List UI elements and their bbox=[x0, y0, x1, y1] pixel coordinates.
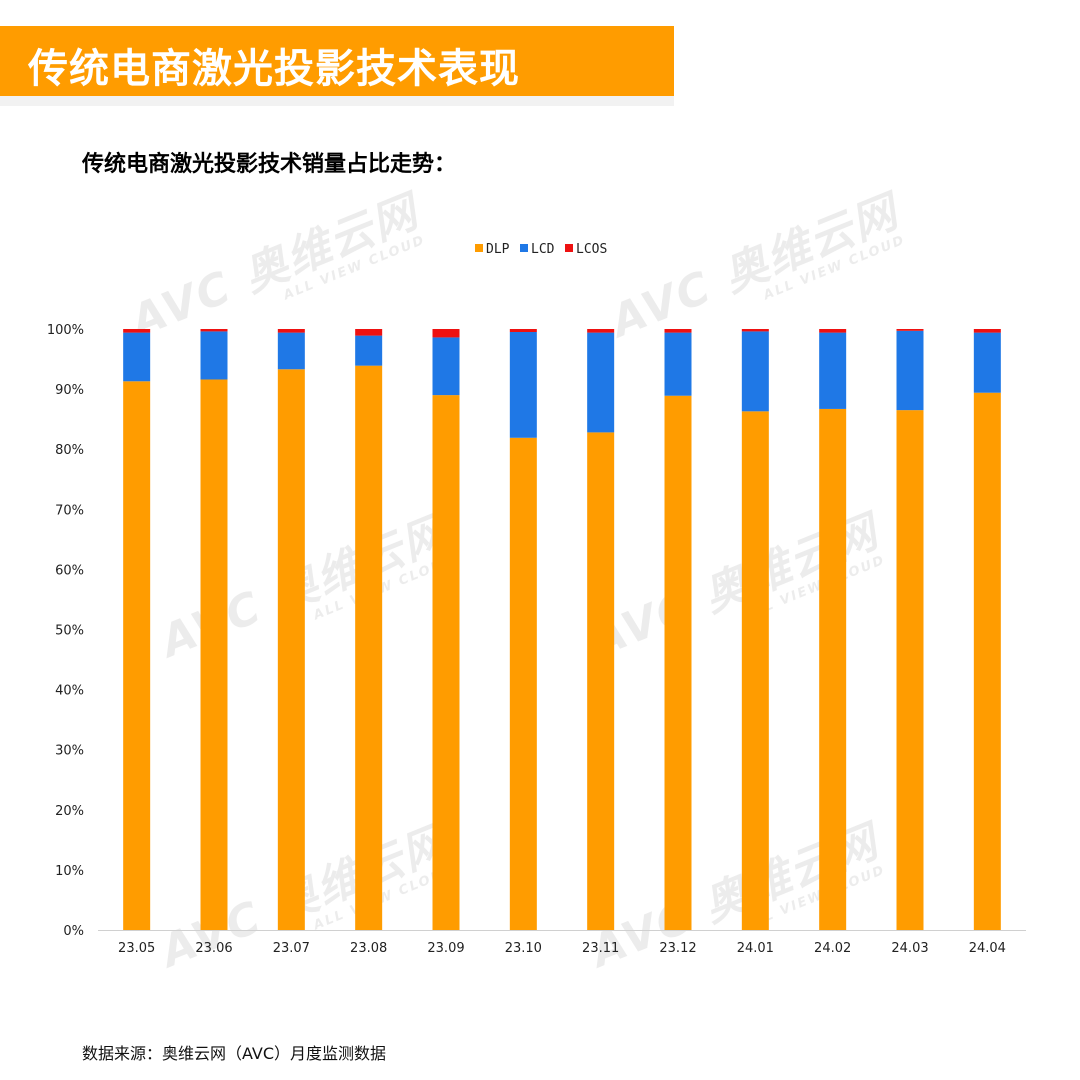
bar-dlp-23.06 bbox=[200, 379, 228, 931]
bar-lcos-23.10 bbox=[509, 329, 537, 332]
x-tick-label: 23.08 bbox=[350, 941, 387, 956]
bar-dlp-23.08 bbox=[355, 365, 383, 930]
bar-lcos-23.08 bbox=[355, 329, 383, 336]
bar-lcd-23.09 bbox=[432, 337, 460, 396]
bar-dlp-24.02 bbox=[819, 408, 847, 930]
bar-dlp-23.11 bbox=[587, 432, 615, 930]
legend-swatch-lcos bbox=[565, 244, 573, 252]
y-tick-label: 40% bbox=[55, 684, 84, 699]
bar-lcos-23.09 bbox=[432, 329, 460, 338]
bar-lcos-23.05 bbox=[123, 329, 151, 333]
bar-lcos-23.07 bbox=[277, 329, 305, 333]
bar-lcos-24.03 bbox=[896, 329, 924, 331]
x-tick-label: 23.05 bbox=[118, 941, 155, 956]
y-tick-label: 0% bbox=[63, 924, 84, 939]
x-tick-label: 23.06 bbox=[195, 941, 232, 956]
bar-lcd-24.03 bbox=[896, 330, 924, 411]
legend-swatch-lcd bbox=[520, 244, 528, 252]
x-tick-label: 23.07 bbox=[273, 941, 310, 956]
y-tick-label: 60% bbox=[55, 563, 84, 578]
bar-lcd-23.05 bbox=[123, 332, 151, 382]
x-tick-label: 23.09 bbox=[427, 941, 464, 956]
bar-lcd-24.01 bbox=[741, 331, 769, 412]
bar-lcd-23.12 bbox=[664, 332, 692, 396]
x-tick-label: 24.01 bbox=[737, 941, 774, 956]
bar-dlp-24.01 bbox=[741, 411, 769, 931]
legend-label-lcd: LCD bbox=[531, 242, 555, 257]
x-tick-label: 24.03 bbox=[891, 941, 928, 956]
y-tick-label: 90% bbox=[55, 383, 84, 398]
x-tick-label: 24.02 bbox=[814, 941, 851, 956]
bar-dlp-23.09 bbox=[432, 395, 460, 930]
data-source-note: 数据来源：奥维云网（AVC）月度监测数据 bbox=[82, 1044, 387, 1063]
bar-lcd-24.02 bbox=[819, 332, 847, 409]
bar-lcos-24.01 bbox=[741, 329, 769, 332]
title-banner-shadow bbox=[0, 96, 674, 106]
bar-lcd-23.08 bbox=[355, 335, 383, 366]
bar-lcd-23.11 bbox=[587, 332, 615, 433]
bar-dlp-24.04 bbox=[973, 392, 1001, 931]
bar-lcos-24.02 bbox=[819, 329, 847, 333]
y-tick-label: 30% bbox=[55, 744, 84, 759]
bar-dlp-23.12 bbox=[664, 395, 692, 931]
x-tick-label: 23.11 bbox=[582, 941, 619, 956]
bar-lcd-23.10 bbox=[509, 332, 537, 438]
x-tick-label: 23.12 bbox=[659, 941, 696, 956]
bar-dlp-23.05 bbox=[123, 381, 151, 930]
y-tick-label: 70% bbox=[55, 503, 84, 518]
x-tick-label: 24.04 bbox=[969, 941, 1006, 956]
legend-label-dlp: DLP bbox=[486, 242, 510, 257]
bar-lcos-23.11 bbox=[587, 329, 615, 333]
legend-label-lcos: LCOS bbox=[576, 242, 607, 257]
bar-dlp-23.10 bbox=[509, 437, 537, 930]
y-tick-label: 50% bbox=[55, 624, 84, 639]
x-tick-label: 23.10 bbox=[505, 941, 542, 956]
bar-lcd-24.04 bbox=[973, 332, 1001, 393]
y-tick-label: 20% bbox=[55, 804, 84, 819]
bar-lcos-23.06 bbox=[200, 329, 228, 332]
bar-dlp-23.07 bbox=[277, 369, 305, 930]
bar-dlp-24.03 bbox=[896, 410, 924, 930]
y-tick-label: 100% bbox=[47, 323, 84, 338]
y-tick-label: 80% bbox=[55, 443, 84, 458]
bar-lcd-23.06 bbox=[200, 331, 228, 380]
page-title: 传统电商激光投影技术表现 bbox=[28, 46, 520, 92]
legend-swatch-dlp bbox=[475, 244, 483, 252]
bar-lcos-23.12 bbox=[664, 329, 692, 333]
y-tick-label: 10% bbox=[55, 864, 84, 879]
bar-lcd-23.07 bbox=[277, 332, 305, 370]
chart-subtitle: 传统电商激光投影技术销量占比走势： bbox=[82, 152, 457, 177]
bar-lcos-24.04 bbox=[973, 329, 1001, 333]
title-banner bbox=[0, 26, 674, 102]
